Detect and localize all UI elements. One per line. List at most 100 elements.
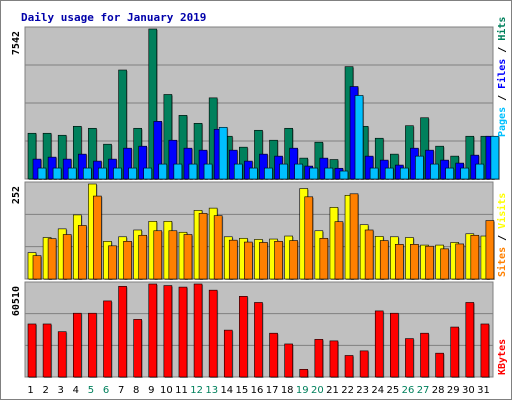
bar-kbytes-day-4 — [72, 312, 82, 378]
bar-pages-day-11 — [188, 163, 198, 180]
bar-pages-day-27 — [430, 163, 439, 180]
bar-sites-day-9 — [153, 230, 163, 280]
bar-sites-day-1 — [32, 255, 42, 280]
bar-pages-day-16 — [264, 167, 273, 180]
bar-pages-day-2 — [52, 167, 62, 180]
bar-pages-day-20 — [324, 167, 334, 180]
x-tick-day-10: 10 — [160, 385, 173, 396]
bar-files-day-16 — [259, 153, 268, 180]
bar-kbytes-day-23 — [359, 350, 369, 378]
bar-kbytes-day-28 — [435, 352, 444, 378]
bar-kbytes-day-15 — [239, 296, 248, 378]
bar-files-day-10 — [168, 139, 178, 180]
bar-sites-day-12 — [198, 213, 208, 280]
bar-kbytes-day-5 — [88, 312, 97, 378]
legend-: / — [497, 89, 508, 107]
x-tick-day-18: 18 — [281, 385, 294, 396]
x-tick-day-4: 4 — [73, 385, 79, 396]
x-tick-day-13: 13 — [205, 385, 218, 396]
bar-sites-day-13 — [213, 215, 223, 280]
bar-kbytes-day-31 — [480, 323, 490, 378]
x-tick-day-3: 3 — [58, 385, 64, 396]
bar-sites-day-24 — [379, 240, 389, 280]
x-tick-day-19: 19 — [296, 385, 309, 396]
bar-sites-day-2 — [47, 238, 57, 280]
x-tick-day-22: 22 — [341, 385, 354, 396]
x-tick-day-15: 15 — [236, 385, 249, 396]
bar-pages-day-18 — [294, 163, 303, 180]
bar-sites-day-5 — [93, 195, 102, 280]
bar-sites-day-30 — [470, 234, 480, 280]
x-tick-day-6: 6 — [103, 385, 109, 396]
bar-kbytes-day-10 — [163, 285, 173, 378]
bar-kbytes-day-24 — [374, 310, 384, 378]
bar-kbytes-day-13 — [208, 289, 218, 378]
bar-pages-day-8 — [143, 167, 152, 180]
bar-pages-day-5 — [98, 167, 107, 180]
bar-pages-day-26 — [415, 155, 424, 180]
bar-sites-day-26 — [410, 244, 419, 280]
chart-title: Daily usage for January 2019 — [21, 11, 206, 24]
bar-sites-day-29 — [455, 243, 465, 280]
bar-pages-day-13 — [218, 126, 228, 180]
bar-sites-day-14 — [228, 239, 238, 280]
bar-kbytes-day-16 — [254, 302, 263, 378]
legend-sites: Sites — [496, 247, 508, 277]
x-tick-day-20: 20 — [311, 385, 324, 396]
x-tick-day-5: 5 — [88, 385, 94, 396]
bar-kbytes-day-8 — [133, 319, 142, 378]
bar-sites-day-17 — [274, 241, 283, 280]
legend-hits: Hits — [496, 17, 508, 41]
bar-hits-day-2 — [42, 132, 52, 180]
ymax-label-visits-sites: 252 — [11, 186, 22, 204]
legend-: / — [497, 41, 508, 59]
bar-sites-day-8 — [138, 234, 147, 280]
bar-pages-day-6 — [113, 167, 122, 180]
bar-kbytes-day-17 — [269, 332, 278, 378]
x-tick-day-24: 24 — [371, 385, 384, 396]
bar-sites-day-31 — [485, 220, 495, 280]
legend-pages: Pages — [497, 107, 508, 137]
bar-sites-day-6 — [108, 245, 117, 280]
legend-visits: Visits — [496, 193, 508, 229]
bar-hits-day-9 — [148, 28, 158, 180]
legend-: / — [497, 229, 508, 247]
bar-kbytes-day-27 — [420, 332, 429, 378]
x-tick-day-26: 26 — [402, 385, 415, 396]
bar-pages-day-9 — [158, 163, 168, 180]
bar-hits-day-27 — [420, 117, 429, 180]
bar-files-day-7 — [123, 147, 132, 180]
bar-pages-day-25 — [400, 167, 409, 180]
bar-sites-day-27 — [425, 245, 434, 280]
x-tick-day-25: 25 — [387, 385, 400, 396]
bar-kbytes-day-7 — [118, 286, 127, 378]
bar-kbytes-day-1 — [27, 323, 37, 378]
bar-sites-day-15 — [244, 241, 253, 280]
bar-kbytes-day-19 — [299, 369, 309, 378]
bar-kbytes-day-12 — [193, 283, 203, 378]
legend-hits-files-pages: Pages / Files / Hits — [496, 17, 508, 137]
bar-sites-day-23 — [364, 229, 374, 280]
bar-pages-day-1 — [37, 167, 47, 180]
bar-hits-day-5 — [88, 127, 97, 180]
x-tick-day-1: 1 — [27, 385, 33, 396]
bar-pages-day-31 — [490, 135, 500, 180]
bar-kbytes-day-18 — [284, 343, 293, 378]
bar-kbytes-day-30 — [465, 302, 475, 378]
bar-hits-day-3 — [57, 134, 67, 180]
bar-kbytes-day-11 — [178, 286, 188, 378]
bar-kbytes-day-14 — [223, 329, 233, 378]
bar-kbytes-day-6 — [103, 300, 112, 378]
bar-pages-day-14 — [233, 163, 243, 180]
bar-sites-day-3 — [62, 234, 72, 280]
bar-files-day-23 — [364, 155, 374, 180]
bar-sites-day-25 — [395, 244, 404, 280]
bar-sites-day-16 — [259, 242, 268, 280]
bar-pages-day-3 — [67, 167, 77, 180]
bar-sites-day-20 — [319, 237, 329, 280]
bar-pages-day-17 — [279, 163, 288, 180]
bar-kbytes-day-29 — [450, 326, 460, 378]
bar-pages-day-22 — [354, 95, 364, 180]
bar-pages-day-28 — [445, 167, 454, 180]
